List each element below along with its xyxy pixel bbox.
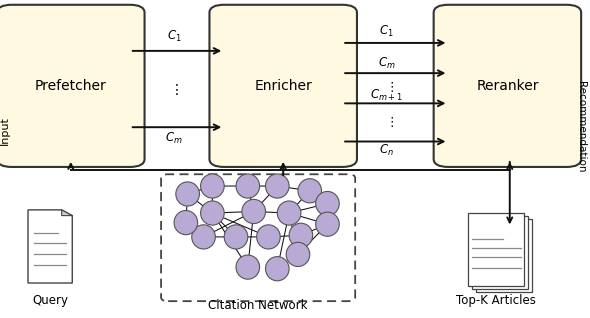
Text: $C_{1}$: $C_{1}$ xyxy=(167,29,181,44)
Ellipse shape xyxy=(201,174,224,198)
Ellipse shape xyxy=(201,201,224,225)
Ellipse shape xyxy=(289,223,313,247)
Text: $C_n$: $C_n$ xyxy=(379,142,394,158)
Text: Top-K Articles: Top-K Articles xyxy=(455,294,536,307)
Text: Recommendation: Recommendation xyxy=(576,81,586,173)
FancyBboxPatch shape xyxy=(476,219,532,292)
Ellipse shape xyxy=(316,191,339,216)
FancyBboxPatch shape xyxy=(209,5,357,167)
Text: $C_{m}$: $C_{m}$ xyxy=(165,131,183,146)
Polygon shape xyxy=(28,210,73,283)
Text: Enricher: Enricher xyxy=(254,79,312,93)
Ellipse shape xyxy=(286,242,310,266)
FancyBboxPatch shape xyxy=(472,216,527,289)
Polygon shape xyxy=(61,210,73,216)
Ellipse shape xyxy=(298,179,322,203)
Ellipse shape xyxy=(174,211,198,235)
Text: Prefetcher: Prefetcher xyxy=(35,79,107,93)
FancyBboxPatch shape xyxy=(467,213,524,286)
Ellipse shape xyxy=(316,212,339,236)
Ellipse shape xyxy=(236,255,260,279)
Ellipse shape xyxy=(176,182,199,206)
FancyBboxPatch shape xyxy=(161,174,355,301)
Text: $\vdots$: $\vdots$ xyxy=(385,80,394,94)
Ellipse shape xyxy=(224,225,248,249)
FancyBboxPatch shape xyxy=(0,5,145,167)
Ellipse shape xyxy=(266,257,289,281)
Ellipse shape xyxy=(242,199,266,224)
Text: $C_{m+1}$: $C_{m+1}$ xyxy=(370,88,403,103)
Ellipse shape xyxy=(192,225,215,249)
Text: Citation Network: Citation Network xyxy=(208,299,307,312)
Text: $C_1$: $C_1$ xyxy=(379,24,394,39)
Ellipse shape xyxy=(277,201,301,225)
Ellipse shape xyxy=(257,225,280,249)
Text: Reranker: Reranker xyxy=(476,79,539,93)
Text: Query: Query xyxy=(32,294,68,307)
Text: $C_m$: $C_m$ xyxy=(378,56,395,71)
FancyBboxPatch shape xyxy=(434,5,581,167)
Text: $\vdots$: $\vdots$ xyxy=(169,81,179,97)
Text: $\vdots$: $\vdots$ xyxy=(385,115,394,129)
Text: Input: Input xyxy=(0,116,9,145)
Ellipse shape xyxy=(236,174,260,198)
Ellipse shape xyxy=(266,174,289,198)
